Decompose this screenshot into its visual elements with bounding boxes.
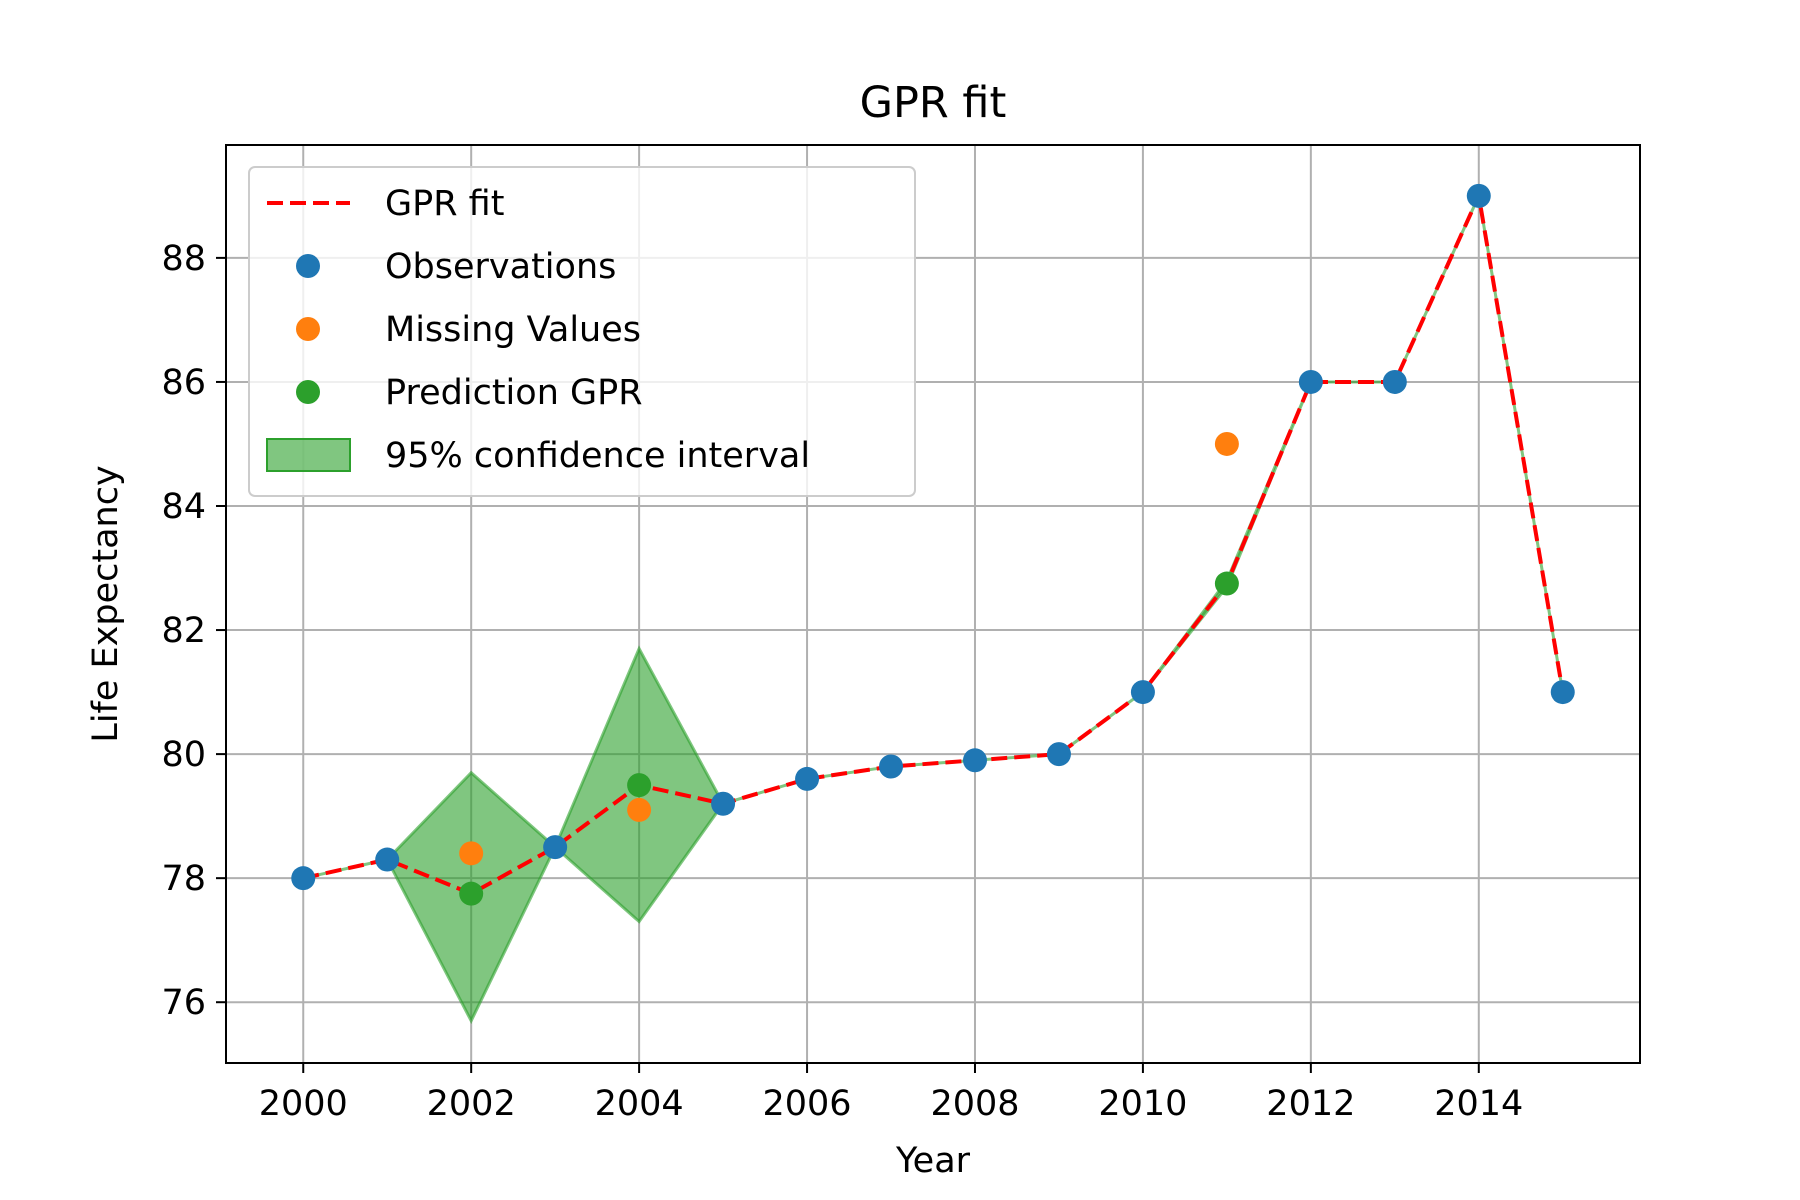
x-tick-label: 2004 — [595, 1084, 684, 1124]
legend-swatch-patch — [266, 438, 351, 472]
observations-point — [375, 847, 400, 872]
missing-values-point — [627, 797, 652, 822]
chart-title: GPR fit — [860, 78, 1007, 128]
observations-point — [962, 748, 987, 773]
observations-point — [1466, 183, 1491, 208]
legend-entry-gpr-fit: GPR fit — [267, 184, 504, 224]
prediction-gpr-point — [627, 773, 652, 798]
legend-swatch-marker — [296, 317, 320, 341]
x-tick-label: 2000 — [259, 1084, 348, 1124]
x-tick-label: 2010 — [1098, 1084, 1187, 1124]
missing-values-point — [459, 841, 484, 866]
ticks: 2000 2002 2004 2006 2008 2010 2012 2014 76 78 80 82… — [161, 239, 1523, 1124]
y-tick-label: 86 — [161, 363, 206, 403]
y-tick-label: 82 — [161, 611, 206, 651]
legend-entry-missing-values: Missing Values — [296, 310, 641, 350]
legend-swatch-marker — [296, 380, 320, 404]
observations-point — [291, 866, 316, 891]
legend-entry-prediction-gpr: Prediction GPR — [296, 373, 643, 413]
observations-point — [1298, 369, 1323, 394]
legend-entry-observations: Observations — [296, 247, 616, 287]
observations-point — [1130, 680, 1155, 705]
observations-point — [711, 791, 736, 816]
y-tick-label: 88 — [161, 239, 206, 279]
x-tick-label: 2006 — [763, 1084, 852, 1124]
observations-point — [1550, 680, 1575, 705]
x-tick-label: 2008 — [930, 1084, 1019, 1124]
x-tick-label: 2014 — [1434, 1084, 1523, 1124]
legend-label: Observations — [385, 247, 616, 287]
y-tick-label: 84 — [161, 487, 206, 527]
observations-point — [1382, 369, 1407, 394]
observations-point — [543, 835, 568, 860]
prediction-gpr-point — [459, 881, 484, 906]
y-tick-label: 80 — [161, 735, 206, 775]
y-axis-title: Life Expectancy — [86, 465, 126, 742]
y-tick-label: 78 — [161, 859, 206, 899]
missing-values-point — [1214, 431, 1239, 456]
x-tick-label: 2012 — [1266, 1084, 1355, 1124]
legend-entry-95-confidence-interval: 95% confidence interval — [266, 436, 810, 476]
observations-point — [879, 754, 904, 779]
y-tick-label: 76 — [161, 983, 206, 1023]
gpr-fit-line — [302, 189, 1565, 896]
prediction-gpr-point — [1214, 571, 1239, 596]
legend-label: GPR fit — [385, 184, 504, 224]
legend-swatch-marker — [296, 254, 320, 278]
legend-label: Prediction GPR — [385, 373, 643, 413]
legend-label: Missing Values — [385, 310, 641, 350]
legend-label: 95% confidence interval — [385, 436, 810, 476]
legend: GPR fit Observations Missing Values Predict… — [248, 166, 916, 497]
observations-point — [1046, 742, 1071, 767]
plot-frame — [225, 144, 1641, 1064]
legend-box — [248, 166, 916, 497]
x-tick-label: 2002 — [427, 1084, 516, 1124]
scatter-layer — [291, 183, 1575, 906]
line-layer — [302, 189, 1565, 896]
x-axis-title: Year — [895, 1141, 971, 1181]
observations-point — [795, 766, 820, 791]
